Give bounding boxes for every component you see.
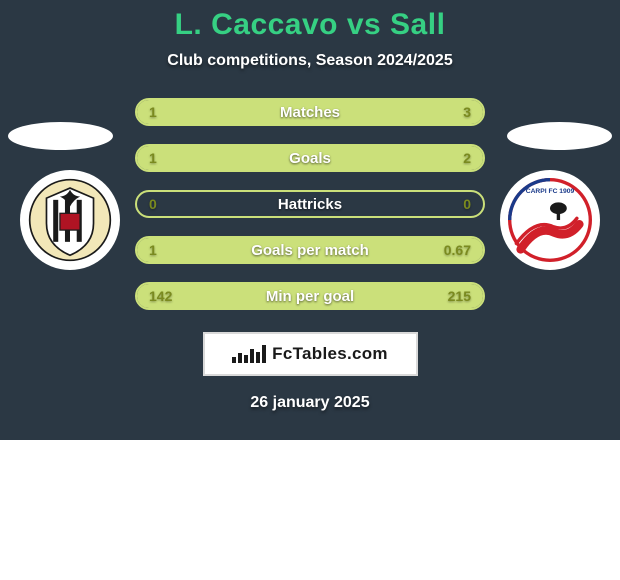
stat-value-right: 215 — [448, 288, 471, 304]
stat-value-right: 2 — [463, 150, 471, 166]
club-badge-right: CARPI FC 1909 — [500, 170, 600, 270]
date-label: 26 january 2025 — [250, 394, 369, 412]
stat-label: Min per goal — [266, 288, 354, 305]
stat-bars: 1 3 Matches 1 2 Goals 0 0 Hattricks 1 0.67 Goals pe… — [135, 98, 485, 310]
stat-value-left: 0 — [149, 196, 157, 212]
stat-bar: 142 215 Min per goal — [135, 282, 485, 310]
player-photo-right — [507, 122, 612, 150]
svg-text:CARPI FC 1909: CARPI FC 1909 — [526, 188, 575, 195]
stat-value-right: 3 — [463, 104, 471, 120]
stat-value-left: 1 — [149, 150, 157, 166]
stat-bar: 1 2 Goals — [135, 144, 485, 172]
bar-fill-right — [251, 146, 483, 170]
stat-label: Goals per match — [251, 242, 369, 259]
stat-bar: 1 0.67 Goals per match — [135, 236, 485, 264]
brand-box[interactable]: FcTables.com — [203, 332, 418, 376]
stat-bar: 0 0 Hattricks — [135, 190, 485, 218]
stat-bar: 1 3 Matches — [135, 98, 485, 126]
subtitle: Club competitions, Season 2024/2025 — [167, 52, 452, 70]
stat-value-left: 1 — [149, 104, 157, 120]
page-title: L. Caccavo vs Sall — [175, 8, 446, 42]
stat-value-left: 1 — [149, 242, 157, 258]
stat-value-right: 0.67 — [444, 242, 471, 258]
club-badge-left — [20, 170, 120, 270]
carpi-crest-icon: CARPI FC 1909 — [508, 178, 592, 262]
player-photo-left — [8, 122, 113, 150]
bar-fill-right — [224, 100, 484, 124]
bars-chart-icon — [232, 345, 266, 363]
stat-value-right: 0 — [463, 196, 471, 212]
ascoli-crest-icon — [28, 178, 112, 262]
stat-label: Hattricks — [278, 196, 342, 213]
stat-label: Matches — [280, 104, 340, 121]
brand-text: FcTables.com — [272, 344, 388, 364]
stat-label: Goals — [289, 150, 331, 167]
stat-value-left: 142 — [149, 288, 172, 304]
comparison-card: L. Caccavo vs Sall Club competitions, Se… — [0, 0, 620, 440]
